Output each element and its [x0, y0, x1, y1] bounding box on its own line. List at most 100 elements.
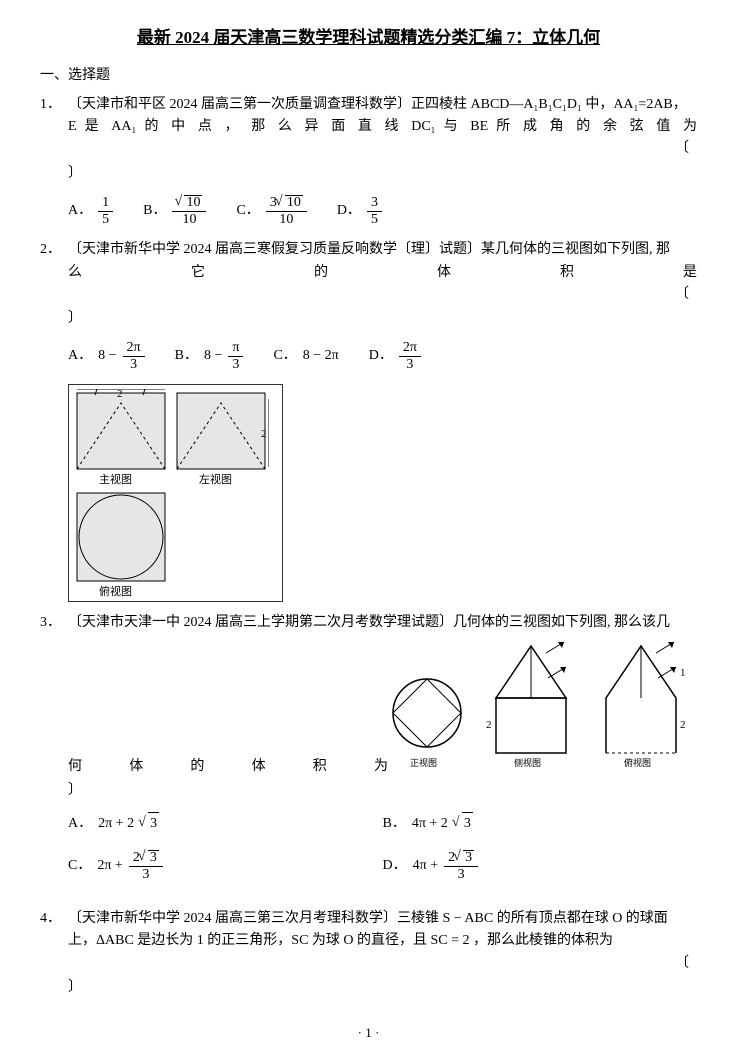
- top-view-icon: 俯视图: [73, 489, 169, 597]
- q-number: 1．: [40, 94, 68, 161]
- q-source: 〔天津市和平区 2024 届高三第一次质量调查理科数学〕: [68, 97, 411, 112]
- sqrt-rad: 3: [148, 850, 159, 865]
- frac-den: 3: [129, 867, 163, 882]
- frac-num: 3: [367, 196, 382, 212]
- option-label: D．: [369, 345, 393, 367]
- question-1: 1． 〔天津市和平区 2024 届高三第一次质量调查理科数学〕正四棱柱 ABCD…: [40, 94, 697, 228]
- front-view-icon: 正视图: [388, 658, 466, 768]
- frac-den: 5: [98, 212, 113, 227]
- three-view-figure: 正视图 2 侧视图 2 1 俯视图: [388, 638, 686, 768]
- frac-num: 1: [98, 196, 113, 212]
- expr-pre: 2π +: [97, 855, 122, 877]
- q-source: 〔天津市新华中学 2024 届高三第三次月考理科数学〕: [68, 911, 397, 926]
- page-title: 最新 2024 届天津高三数学理科试题精选分类汇编 7：立体几何: [40, 24, 697, 51]
- option-label: B．: [143, 200, 166, 222]
- svg-text:2: 2: [261, 428, 267, 440]
- paren-open: 〔: [68, 284, 697, 306]
- question-4: 4． 〔天津市新华中学 2024 届高三第三次月考理科数学〕三棱锥 S − AB…: [40, 908, 697, 1000]
- paren-close: 〕: [68, 308, 697, 330]
- frac-den: 3: [123, 357, 145, 372]
- sqrt-rad: 3: [462, 812, 473, 835]
- option-label: A．: [68, 345, 92, 367]
- q-number: 4．: [40, 908, 68, 975]
- q-stem-line2: 么 它 的 体 积 是: [68, 262, 697, 284]
- option-label: C．: [273, 345, 296, 367]
- section-heading: 一、选择题: [40, 65, 697, 87]
- paren-open: 〔: [68, 953, 697, 975]
- page-number: · 1 ·: [40, 1023, 697, 1044]
- q-stem: 几何体的三视图如下列图, 那么该几: [453, 615, 670, 630]
- option-a: A． 2π + 2 3: [68, 812, 383, 835]
- question-2: 2． 〔天津市新华中学 2024 届高三寒假复习质量反响数学〔理〕试题〕某几何体…: [40, 239, 697, 602]
- frac-den: 3: [228, 357, 243, 372]
- frac-den: 3: [399, 357, 421, 372]
- sqrt-rad: 3: [148, 812, 159, 835]
- frac-den: 3: [444, 867, 478, 882]
- option-label: A．: [68, 813, 92, 835]
- option-d: D． 2π3: [369, 341, 421, 372]
- base: 8 −: [204, 345, 222, 367]
- q-stem-line2: 上，ΔABC 是边长为 1 的正三角形，SC 为球 O 的直径，且 SC = 2…: [68, 930, 697, 952]
- expr: 8 − 2π: [303, 345, 339, 367]
- option-label: A．: [68, 200, 92, 222]
- q-number: 2．: [40, 239, 68, 306]
- option-b: B． 8 − π3: [175, 341, 244, 372]
- paren-close: 〕: [68, 977, 697, 999]
- option-label: D．: [337, 200, 361, 222]
- option-label: C．: [68, 855, 91, 877]
- q-source: 〔天津市新华中学 2024 届高三寒假复习质量反响数学〔理〕试题〕: [68, 242, 481, 257]
- q-stem: 三棱锥 S − ABC 的所有顶点都在球 O 的球面: [397, 911, 668, 926]
- side-view-icon: 2 侧视图: [486, 638, 576, 768]
- option-d: D． 4π + 233: [383, 850, 698, 882]
- three-view-figure: 2 主视图 2 左视图 俯视图: [68, 384, 283, 602]
- svg-text:1: 1: [680, 667, 686, 679]
- top-view-icon: 2 1 俯视图: [596, 638, 686, 768]
- q-stem-line2: E 是 AA₁ 的 中 点 ， 那 么 异 面 直 线 DC₁ 与 BE 所 成…: [68, 116, 697, 138]
- svg-text:2: 2: [117, 389, 123, 400]
- option-b: B． 10 10: [143, 195, 206, 227]
- svg-text:正视图: 正视图: [410, 757, 437, 768]
- options-row: A． 15 B． 1010 C． 31010 D． 35: [68, 195, 697, 227]
- option-b: B． 4π + 23: [383, 812, 698, 835]
- paren-open: 〔: [68, 138, 697, 160]
- option-label: C．: [236, 200, 259, 222]
- svg-text:2: 2: [486, 719, 492, 731]
- frac-den: 5: [367, 212, 382, 227]
- option-a: A． 15: [68, 195, 113, 227]
- sqrt-rad: 10: [285, 195, 303, 210]
- question-3: 3． 〔天津市天津一中 2024 届高三上学期第二次月考数学理试题〕几何体的三视…: [40, 612, 697, 896]
- option-label: B．: [175, 345, 198, 367]
- option-c: C． 8 − 2π: [273, 341, 338, 372]
- q-stem: 正四棱柱 ABCD—A₁B₁C₁D₁ 中，AA₁=2AB，: [411, 97, 687, 112]
- svg-text:侧视图: 侧视图: [514, 757, 541, 768]
- svg-text:俯视图: 俯视图: [99, 584, 132, 597]
- svg-text:主视图: 主视图: [99, 472, 132, 485]
- option-a: A． 8 − 2π3: [68, 341, 145, 372]
- frac-num: π: [228, 341, 243, 357]
- frac-den: 10: [172, 212, 206, 227]
- options-grid: A． 2π + 23 B． 4π + 23 C． 2π + 233 D． 4π …: [68, 812, 697, 895]
- svg-text:2: 2: [680, 719, 686, 731]
- expr-pre: 4π +: [413, 855, 438, 877]
- frac-den: 10: [266, 212, 307, 227]
- expr-pre: 4π + 2: [412, 813, 448, 835]
- q-number: 3．: [40, 612, 68, 634]
- option-c: C． 2π + 233: [68, 850, 383, 882]
- frac-num: 2π: [399, 341, 421, 357]
- front-view-icon: 2 主视图: [73, 389, 169, 485]
- q-stem: 某几何体的三视图如下列图, 那: [481, 242, 670, 257]
- q-source: 〔天津市天津一中 2024 届高三上学期第二次月考数学理试题〕: [68, 615, 453, 630]
- sqrt-rad: 10: [184, 195, 202, 210]
- base: 8 −: [98, 345, 116, 367]
- expr-pre: 2π + 2: [98, 813, 134, 835]
- sqrt-rad: 3: [463, 850, 474, 865]
- paren-close: 〕: [68, 163, 697, 185]
- frac-num: 2π: [123, 341, 145, 357]
- option-d: D． 35: [337, 195, 382, 227]
- svg-text:俯视图: 俯视图: [624, 757, 651, 768]
- option-label: D．: [383, 855, 407, 877]
- options-row: A． 8 − 2π3 B． 8 − π3 C． 8 − 2π D． 2π3: [68, 341, 697, 372]
- q-stem-line2: 何 体 的 体 积 为: [68, 756, 388, 778]
- svg-text:左视图: 左视图: [199, 472, 232, 485]
- side-view-icon: 2 左视图: [173, 389, 269, 485]
